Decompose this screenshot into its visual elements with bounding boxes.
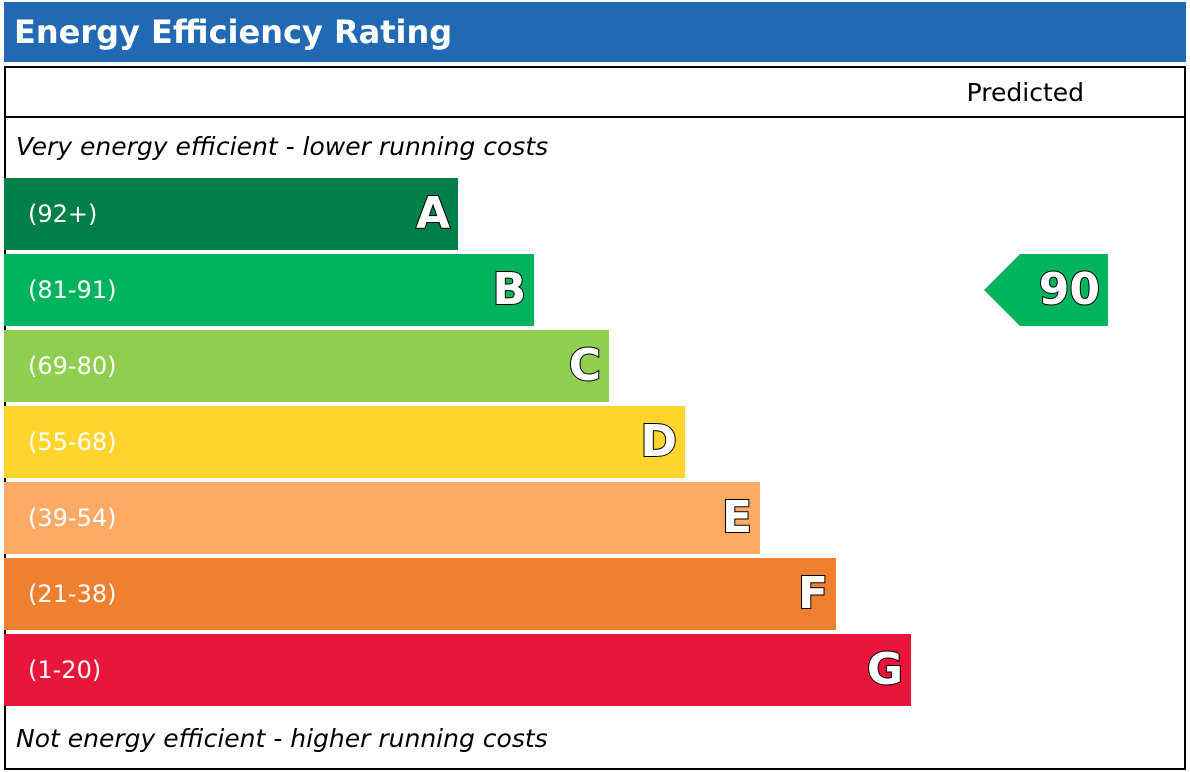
band-letter: C [568,339,602,392]
bottom-note: Not energy efficient - higher running co… [16,724,548,753]
band-a: (92+) A [4,178,458,250]
band-range-label: (39-54) [28,504,117,532]
chart-title: Energy Efficiency Rating [4,2,1186,62]
band-letter: E [721,491,753,544]
band-e: (39-54) E [4,482,760,554]
header-row: Predicted [4,66,1186,118]
band-range-label: (92+) [28,200,98,228]
band-letter: B [491,263,527,316]
predicted-arrow-shape [984,254,1108,326]
band-range-label: (55-68) [28,428,117,456]
band-letter: A [415,187,451,240]
band-d: (55-68) D [4,406,685,478]
band-b: (81-91) B [4,254,534,326]
predicted-rating-arrow: 90 [984,254,1108,326]
band-letter: F [797,567,829,620]
band-letter: G [866,643,904,696]
band-c: (69-80) C [4,330,609,402]
band-range-label: (69-80) [28,352,117,380]
band-g: (1-20) G [4,634,911,706]
predicted-column-label: Predicted [966,78,1084,107]
top-note: Very energy efficient - lower running co… [16,132,549,161]
band-range-label: (21-38) [28,580,117,608]
band-letter: D [639,415,678,468]
band-range-label: (81-91) [28,276,117,304]
predicted-rating-value: 90 [1038,263,1101,316]
band-f: (21-38) F [4,558,836,630]
band-range-label: (1-20) [28,656,102,684]
